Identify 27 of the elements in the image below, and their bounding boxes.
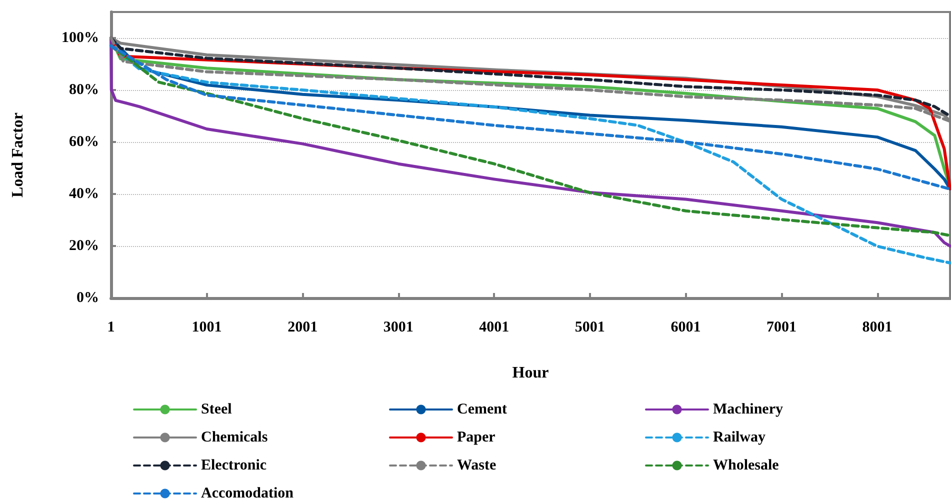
x-tick-label: 5001 [574,320,605,336]
x-tick-label: 1001 [192,320,222,336]
legend-label: Wholesale [713,458,780,474]
legend-label: Paper [457,430,496,446]
x-axis-title: Hour [512,364,549,382]
x-tick-label: 3001 [383,320,414,336]
x-tick-label: 1 [107,320,115,336]
legend-label: Machinery [713,402,784,418]
legend-label: Railway [713,430,766,446]
legend-label: Cement [457,402,507,418]
x-tick-label: 7001 [766,320,797,336]
legend-label: Waste [457,458,497,474]
y-tick-label: 60% [69,134,99,150]
y-tick-label: 20% [69,238,99,254]
y-tick-label: 80% [69,82,99,98]
x-tick-label: 6001 [670,320,701,336]
y-tick-label: 100% [62,30,99,46]
legend-label: Electronic [201,458,267,474]
legend-label: Steel [201,402,232,418]
x-tick-label: 4001 [479,320,510,336]
x-tick-label: 8001 [862,320,892,336]
legend-label: Accomodation [201,486,294,500]
legend-label: Chemicals [201,430,268,446]
y-tick-label: 0% [76,290,99,306]
y-tick-label: 40% [69,186,99,202]
x-tick-label: 2001 [288,320,318,336]
y-axis-title: Load Factor [10,112,26,198]
